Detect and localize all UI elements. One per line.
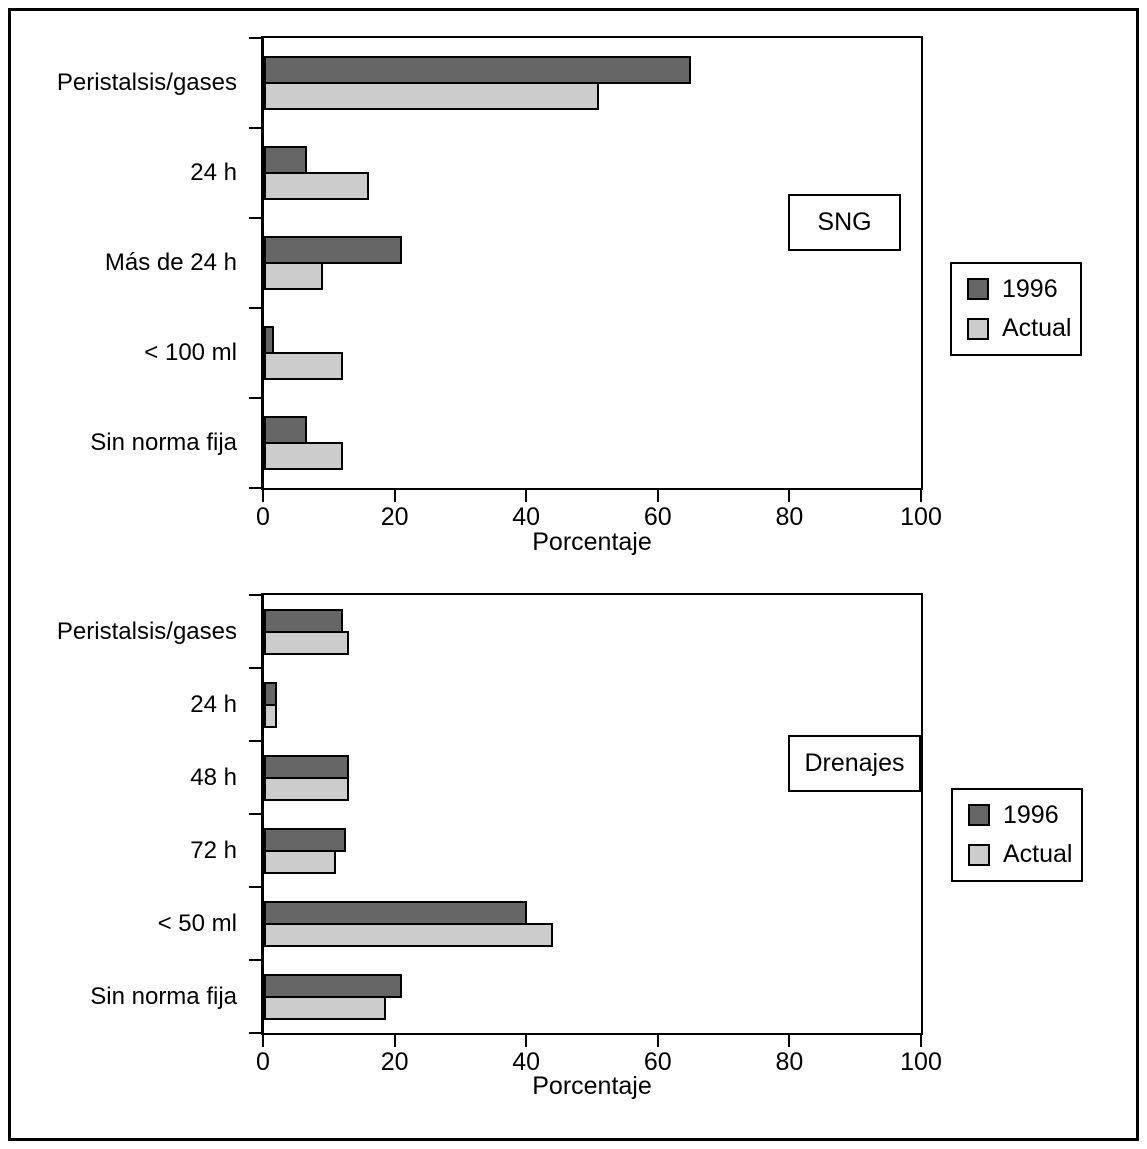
figure-border (8, 8, 1139, 1141)
